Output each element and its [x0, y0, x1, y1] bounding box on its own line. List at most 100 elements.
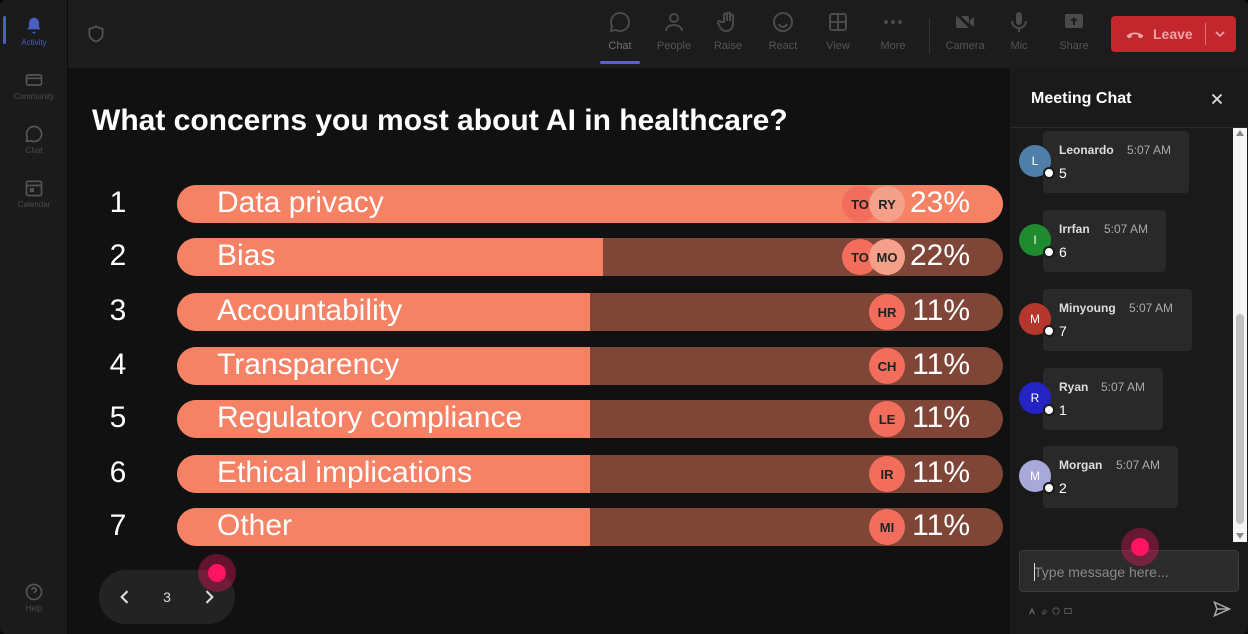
- option-percent: 11%: [912, 456, 970, 489]
- chat-message-list: Leonardo 5:07 AM 5 L Irrfan 5:07 AM 6 I Minyoung…: [1010, 128, 1232, 542]
- chevron-left-icon[interactable]: [115, 587, 135, 607]
- message-time: 5:07 AM: [1116, 458, 1161, 472]
- rail-chat-label: Chat: [25, 145, 43, 155]
- result-bar: [177, 455, 1003, 493]
- poll-stage: What concerns you most about AI in healt…: [68, 68, 1010, 634]
- raise-hand-button[interactable]: Raise: [702, 10, 754, 60]
- meeting-toolbar: Chat People Raise React View More Camera: [68, 0, 1248, 68]
- rail-help[interactable]: Help: [0, 574, 68, 620]
- rail-calendar-label: Calendar: [17, 199, 51, 209]
- option-label: Bias: [217, 239, 276, 272]
- people-button[interactable]: People: [648, 10, 700, 60]
- rail-help-label: Help: [25, 603, 43, 613]
- hand-icon: [716, 11, 734, 33]
- chat-compose-box[interactable]: [1019, 550, 1239, 592]
- message-time: 5:07 AM: [1127, 143, 1172, 157]
- more-button-label: More: [880, 40, 906, 52]
- view-button[interactable]: View: [812, 10, 864, 60]
- message-author: Minyoung: [1059, 301, 1116, 315]
- result-bar: [177, 508, 1003, 546]
- result-bar-fill: [177, 400, 590, 438]
- chat-icon: [25, 125, 43, 143]
- chat-message: Ryan 5:07 AM 1 R: [1010, 368, 1232, 432]
- scroll-up-arrow[interactable]: [1236, 130, 1244, 136]
- message-author: Ryan: [1059, 380, 1089, 394]
- chevron-right-icon[interactable]: [199, 587, 219, 607]
- voter-avatar: MO: [869, 239, 905, 275]
- option-number: 2: [109, 239, 127, 272]
- shield-icon[interactable]: [86, 24, 106, 44]
- smiley-icon: [773, 12, 793, 32]
- camera-off-icon: [954, 11, 976, 33]
- voter-avatar: CH: [869, 348, 905, 384]
- format-text-icon[interactable]: [1028, 602, 1036, 615]
- share-button[interactable]: Share: [1048, 10, 1100, 60]
- scroll-down-arrow[interactable]: [1236, 533, 1244, 539]
- option-number: 4: [109, 348, 127, 381]
- message-bubble: Leonardo 5:07 AM 5: [1043, 131, 1189, 193]
- message-time: 5:07 AM: [1104, 222, 1149, 236]
- chat-panel: Meeting Chat Leonardo 5:07 AM 5 L Irrfan 5:07…: [1010, 68, 1248, 634]
- chat-message: Morgan 5:07 AM 2 M: [1010, 446, 1232, 510]
- leave-split-divider: [1205, 23, 1206, 45]
- option-label: Accountability: [217, 294, 403, 327]
- rail-calendar[interactable]: Calendar: [0, 170, 68, 216]
- option-number: 5: [109, 401, 127, 434]
- result-bar-fill: [177, 455, 590, 493]
- attach-icon[interactable]: [1040, 602, 1048, 615]
- mic-button[interactable]: Mic: [993, 10, 1045, 60]
- result-bar-fill: [177, 347, 590, 385]
- avatar[interactable]: R: [1019, 382, 1051, 414]
- people-button-label: People: [656, 40, 692, 52]
- poll-row: 1 Data privacy TO RY 23%: [68, 185, 1010, 223]
- presence-indicator: [1043, 246, 1055, 258]
- voter-avatar: IR: [869, 456, 905, 492]
- chat-panel-title: Meeting Chat: [1031, 90, 1132, 107]
- option-number: 1: [109, 186, 127, 219]
- chat-button[interactable]: Chat: [594, 10, 646, 64]
- message-text: 7: [1059, 323, 1067, 339]
- poll-row: 7 Other MI 11%: [68, 508, 1010, 546]
- message-input[interactable]: [1034, 562, 1224, 582]
- chat-message: Minyoung 5:07 AM 7 M: [1010, 289, 1232, 353]
- share-button-label: Share: [1059, 40, 1089, 52]
- more-button[interactable]: More: [867, 10, 919, 60]
- presence-indicator: [1043, 325, 1055, 337]
- message-author: Irrfan: [1059, 222, 1090, 236]
- poll-row: 6 Ethical implications IR 11%: [68, 455, 1010, 493]
- message-bubble: Minyoung 5:07 AM 7: [1043, 289, 1192, 351]
- scroll-thumb[interactable]: [1236, 314, 1244, 524]
- option-percent: 23%: [909, 186, 970, 219]
- chevron-down-icon[interactable]: [1212, 26, 1228, 42]
- message-text: 5: [1059, 165, 1067, 181]
- gif-icon[interactable]: [1064, 602, 1072, 614]
- leave-button[interactable]: Leave: [1111, 16, 1236, 52]
- chat-scrollbar[interactable]: [1233, 128, 1247, 542]
- result-bar-fill: [177, 508, 590, 546]
- app-rail: Activity Community Chat Calendar Help: [0, 0, 68, 634]
- camera-button[interactable]: Camera: [939, 10, 991, 60]
- option-label: Other: [217, 509, 293, 542]
- click-indicator: [198, 554, 236, 592]
- react-button[interactable]: React: [757, 10, 809, 60]
- rail-activity[interactable]: Activity: [0, 8, 68, 54]
- rail-community[interactable]: Community: [0, 62, 68, 108]
- message-bubble: Irrfan 5:07 AM 6: [1043, 210, 1166, 272]
- voter-avatar: LE: [869, 401, 905, 437]
- view-button-label: View: [826, 40, 850, 52]
- close-icon[interactable]: [1208, 90, 1226, 108]
- send-icon[interactable]: [1212, 599, 1232, 619]
- option-percent: 11%: [912, 509, 970, 542]
- message-author: Morgan: [1059, 458, 1103, 472]
- chat-header-divider: [1010, 127, 1248, 128]
- emoji-icon[interactable]: [1052, 602, 1060, 615]
- message-bubble: Ryan 5:07 AM 1: [1043, 368, 1163, 430]
- click-indicator: [1121, 528, 1159, 566]
- rail-chat[interactable]: Chat: [0, 116, 68, 162]
- format-toolbar: [1028, 602, 1072, 615]
- more-dots-icon: [884, 20, 902, 24]
- bell-icon: [27, 17, 41, 33]
- message-author: Leonardo: [1059, 143, 1114, 157]
- chat-button-label: Chat: [608, 40, 632, 52]
- toolbar-divider: [929, 18, 930, 54]
